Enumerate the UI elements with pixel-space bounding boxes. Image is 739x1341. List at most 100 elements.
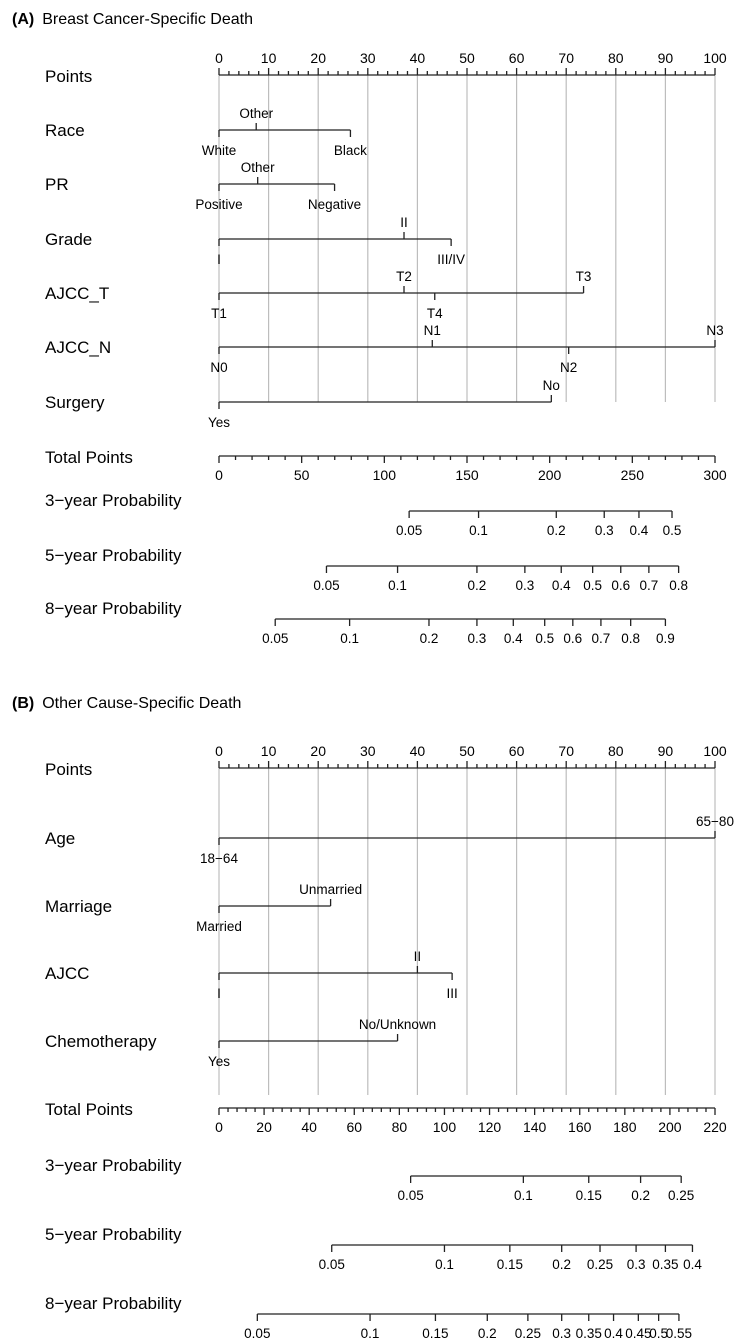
- probability-tick-label: 0.8: [621, 631, 640, 646]
- total-tick-label: 0: [215, 1119, 223, 1135]
- probability-tick-label: 0.5: [583, 578, 602, 593]
- points-tick-label: 80: [608, 743, 624, 759]
- level-label: I: [217, 986, 221, 1001]
- points-tick-label: 70: [558, 50, 574, 66]
- level-label: N0: [210, 360, 227, 375]
- total-tick-label: 220: [703, 1119, 727, 1135]
- probability-tick-label: 0.2: [631, 1188, 650, 1203]
- points-tick-label: 50: [459, 50, 475, 66]
- level-label: Yes: [208, 1054, 230, 1069]
- points-label: Points: [45, 67, 92, 86]
- probability-tick-label: 0.9: [656, 631, 675, 646]
- panel-title: (B) Other Cause-Specific Death: [12, 695, 241, 712]
- probability-tick-label: 0.5: [649, 1326, 668, 1341]
- level-label: Married: [196, 919, 242, 934]
- probability-tick-label: 0.05: [397, 1188, 423, 1203]
- total-tick-label: 300: [703, 467, 727, 483]
- probability-tick-label: 0.4: [630, 523, 649, 538]
- total-tick-label: 100: [373, 467, 397, 483]
- points-tick-label: 80: [608, 50, 624, 66]
- probability-label: 8−year Probability: [45, 1294, 182, 1313]
- points-tick-label: 90: [658, 50, 674, 66]
- probability-tick-label: 0.2: [547, 523, 566, 538]
- points-label: Points: [45, 760, 92, 779]
- probability-tick-label: 0.15: [497, 1257, 523, 1272]
- points-tick-label: 60: [509, 743, 525, 759]
- variable-label: Age: [45, 829, 75, 848]
- total-tick-label: 60: [346, 1119, 362, 1135]
- probability-tick-label: 0.25: [668, 1188, 694, 1203]
- points-tick-label: 10: [261, 50, 277, 66]
- level-label: II: [400, 215, 408, 230]
- points-tick-label: 0: [215, 743, 223, 759]
- points-tick-label: 100: [703, 743, 727, 759]
- level-label: I: [217, 252, 221, 267]
- level-label: T1: [211, 306, 227, 321]
- probability-tick-label: 0.25: [587, 1257, 613, 1272]
- level-label: N2: [560, 360, 577, 375]
- probability-tick-label: 0.1: [388, 578, 407, 593]
- total-tick-label: 140: [523, 1119, 547, 1135]
- variable-label: Surgery: [45, 393, 105, 412]
- level-label: 65−80: [696, 814, 734, 829]
- probability-tick-label: 0.3: [552, 1326, 571, 1341]
- total-tick-label: 160: [568, 1119, 592, 1135]
- level-label: White: [202, 143, 237, 158]
- probability-tick-label: 0.3: [468, 631, 487, 646]
- points-tick-label: 90: [658, 743, 674, 759]
- total-tick-label: 250: [621, 467, 645, 483]
- panel-title: (A) Breast Cancer-Specific Death: [12, 11, 253, 28]
- probability-label: 3−year Probability: [45, 1156, 182, 1175]
- probability-tick-label: 0.25: [515, 1326, 541, 1341]
- probability-tick-label: 0.6: [611, 578, 630, 593]
- probability-tick-label: 0.4: [683, 1257, 702, 1272]
- probability-tick-label: 0.05: [244, 1326, 270, 1341]
- level-label: Yes: [208, 415, 230, 430]
- level-label: III: [446, 986, 457, 1001]
- total-tick-label: 180: [613, 1119, 637, 1135]
- total-tick-label: 20: [256, 1119, 272, 1135]
- level-label: Other: [239, 106, 273, 121]
- probability-tick-label: 0.05: [396, 523, 422, 538]
- probability-tick-label: 0.15: [576, 1188, 602, 1203]
- probability-tick-label: 0.5: [663, 523, 682, 538]
- level-label: Positive: [195, 197, 242, 212]
- points-tick-label: 40: [410, 50, 426, 66]
- probability-tick-label: 0.15: [422, 1326, 448, 1341]
- level-label: Unmarried: [299, 882, 362, 897]
- probability-label: 8−year Probability: [45, 599, 182, 618]
- points-tick-label: 10: [261, 743, 277, 759]
- total-tick-label: 80: [392, 1119, 408, 1135]
- points-tick-label: 70: [558, 743, 574, 759]
- total-tick-label: 0: [215, 467, 223, 483]
- panel-title-text: Other Cause-Specific Death: [42, 695, 241, 712]
- probability-tick-label: 0.1: [469, 523, 488, 538]
- probability-tick-label: 0.3: [627, 1257, 646, 1272]
- probability-tick-label: 0.2: [552, 1257, 571, 1272]
- probability-tick-label: 0.2: [478, 1326, 497, 1341]
- points-tick-label: 60: [509, 50, 525, 66]
- probability-tick-label: 0.7: [592, 631, 611, 646]
- probability-tick-label: 0.3: [515, 578, 534, 593]
- variable-label: AJCC: [45, 964, 89, 983]
- probability-tick-label: 0.35: [576, 1326, 602, 1341]
- level-label: II: [414, 949, 422, 964]
- probability-tick-label: 0.7: [639, 578, 658, 593]
- probability-tick-label: 0.2: [420, 631, 439, 646]
- total-tick-label: 120: [478, 1119, 502, 1135]
- points-tick-label: 20: [310, 743, 326, 759]
- variable-label: PR: [45, 175, 69, 194]
- probability-label: 3−year Probability: [45, 491, 182, 510]
- variable-label: AJCC_T: [45, 284, 109, 303]
- total-points-label: Total Points: [45, 1100, 133, 1119]
- level-label: 18−64: [200, 851, 238, 866]
- probability-label: 5−year Probability: [45, 1225, 182, 1244]
- probability-tick-label: 0.4: [504, 631, 523, 646]
- points-tick-label: 0: [215, 50, 223, 66]
- probability-tick-label: 0.1: [514, 1188, 533, 1203]
- level-label: Black: [334, 143, 367, 158]
- level-label: N1: [424, 323, 441, 338]
- level-label: No/Unknown: [359, 1017, 436, 1032]
- level-label: T2: [396, 269, 412, 284]
